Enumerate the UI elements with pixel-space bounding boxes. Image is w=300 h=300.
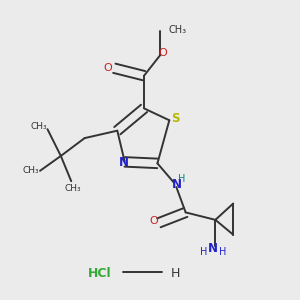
Text: O: O bbox=[149, 216, 158, 226]
Text: H: H bbox=[171, 267, 180, 280]
Text: CH₃: CH₃ bbox=[169, 25, 187, 35]
Text: CH₃: CH₃ bbox=[22, 166, 39, 175]
Text: CH₃: CH₃ bbox=[31, 122, 47, 131]
Text: N: N bbox=[119, 156, 129, 169]
Text: H: H bbox=[219, 247, 226, 257]
Text: N: N bbox=[172, 178, 182, 191]
Text: H: H bbox=[200, 247, 208, 257]
Text: H: H bbox=[178, 174, 185, 184]
Text: O: O bbox=[103, 63, 112, 73]
Text: S: S bbox=[171, 112, 179, 125]
Text: HCl: HCl bbox=[88, 267, 111, 280]
Text: CH₃: CH₃ bbox=[64, 184, 81, 193]
Text: N: N bbox=[208, 242, 218, 255]
Text: O: O bbox=[158, 48, 167, 59]
